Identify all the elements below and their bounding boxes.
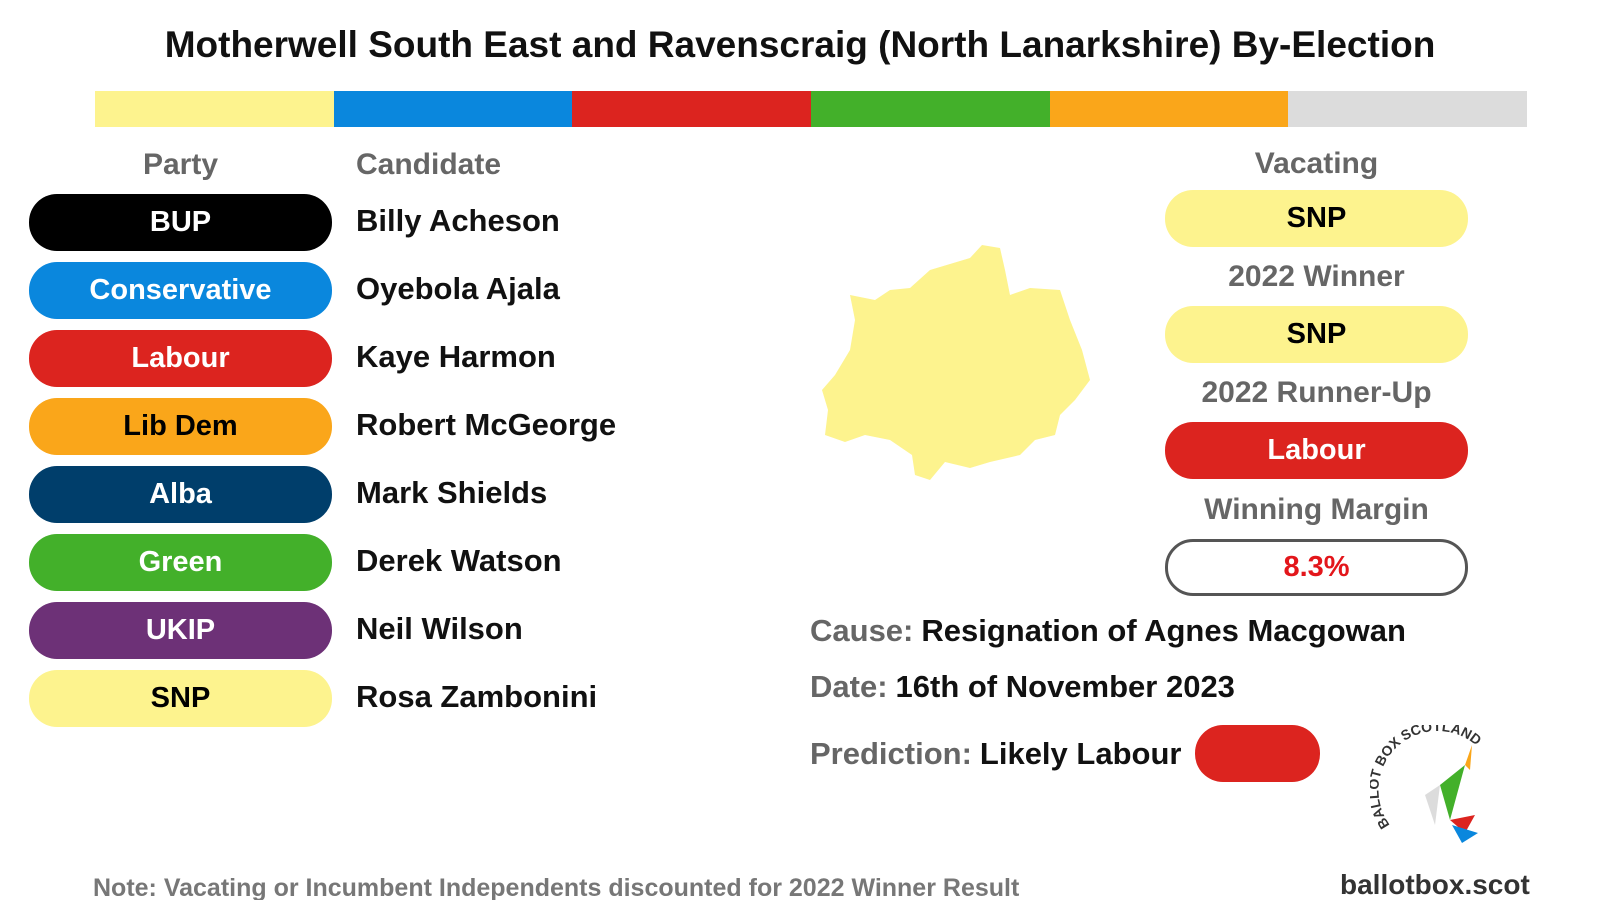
party-pill: Conservative (29, 262, 332, 319)
prediction-pill (1195, 725, 1321, 782)
svg-text:BALLOT BOX SCOTLAND: BALLOT BOX SCOTLAND (1370, 725, 1485, 832)
result-label: 2022 Winner (1228, 260, 1405, 293)
party-pill: BUP (29, 194, 332, 251)
party-header: Party (142, 148, 219, 181)
candidate-name: Rosa Zambonini (356, 679, 598, 714)
party-pill: UKIP (29, 602, 332, 659)
result-label: Winning Margin (1204, 493, 1429, 526)
detail-value: Resignation of Agnes Macgowan (921, 613, 1406, 648)
color-stripe (95, 91, 1528, 127)
party-pill: Lib Dem (29, 398, 332, 455)
note: Note: Vacating or Incumbent Independents… (93, 874, 1020, 900)
party-pill: Alba (29, 466, 332, 523)
result-pill: Labour (1165, 422, 1468, 479)
detail-value: 16th of November 2023 (895, 669, 1235, 704)
party-pill: SNP (29, 670, 332, 727)
result-label: 2022 Runner-Up (1201, 376, 1432, 409)
candidate-name: Neil Wilson (356, 611, 523, 646)
detail-value: Likely Labour (979, 735, 1182, 771)
candidate-name: Robert McGeorge (356, 407, 617, 442)
candidate-name: Mark Shields (356, 475, 548, 510)
ward-map (822, 245, 1090, 480)
detail-label: Cause: (810, 613, 914, 648)
logo-text: BALLOT BOX SCOTLAND (1370, 725, 1485, 832)
detail-row: Date: 16th of November 2023 (810, 669, 1235, 705)
detail-row: Cause: Resignation of Agnes Macgowan (810, 613, 1406, 649)
site-url: ballotbox.scot (1340, 869, 1530, 900)
candidate-header: Candidate (356, 148, 502, 181)
candidate-name: Billy Acheson (356, 203, 560, 238)
detail-label: Prediction: (810, 735, 972, 771)
result-pill: SNP (1165, 306, 1468, 363)
candidate-name: Kaye Harmon (356, 339, 556, 374)
party-pill: Green (29, 534, 332, 591)
title: Motherwell South East and Ravenscraig (N… (164, 24, 1436, 65)
candidate-name: Oyebola Ajala (356, 271, 560, 306)
result-pill: SNP (1165, 190, 1468, 247)
candidate-name: Derek Watson (356, 543, 562, 578)
result-label: Vacating (1254, 147, 1379, 180)
result-pill: 8.3% (1165, 539, 1468, 596)
party-pill: Labour (29, 330, 332, 387)
detail-row: Prediction: Likely Labour (810, 725, 1321, 782)
logo: BALLOT BOX SCOTLAND (1370, 725, 1485, 843)
detail-label: Date: (810, 669, 888, 704)
